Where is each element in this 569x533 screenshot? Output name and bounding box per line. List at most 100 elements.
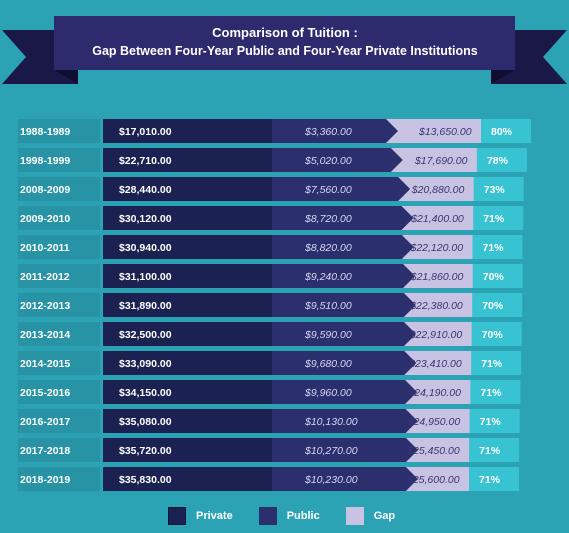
private-label: $28,440.00 [119,184,172,196]
year-label: 2018-2019 [20,474,70,486]
banner-body [54,16,515,70]
row-2016-2017: 2016-2017 71% $35,080.00 $10,130.00 $24,950.… [18,409,520,433]
row-1988-1989: 1988-1989 80% $17,010.00 $3,360.00 $13,650.0… [18,119,531,143]
row-2010-2011: 2010-2011 71% $30,940.00 $8,820.00 $22,120.0… [18,235,523,259]
public-bar [272,235,414,259]
legend-item-private: Private [168,507,233,525]
year-label: 2009-2010 [20,213,70,225]
chart-rows: 1988-1989 80% $17,010.00 $3,360.00 $13,650.0… [18,119,531,491]
gap-bar [392,351,472,375]
legend-label-private: Private [196,510,233,522]
row-2015-2016: 2015-2016 71% $34,150.00 $9,960.00 $24,190.0… [18,380,521,404]
public-bar [272,467,418,491]
gap-bar [391,293,473,317]
legend-label-gap: Gap [373,510,396,522]
public-bar [272,380,418,404]
percent-bar [481,119,531,143]
gap-label: $24,190.00 [407,387,461,399]
legend-item-public: Public [258,507,320,525]
chart-title: Comparison of Tuition : [212,25,358,40]
gap-label: $24,950.00 [407,416,461,428]
private-bar [103,264,272,288]
legend-label-public: Public [286,510,320,522]
gap-label: $25,450.00 [406,445,460,457]
percent-label: 78% [487,155,509,167]
gap-bar [393,467,469,491]
public-bar [272,409,418,433]
gap-bar [393,409,470,433]
percent-bar [470,380,521,404]
chart-subtitle: Gap Between Four-Year Public and Four-Ye… [92,44,478,58]
row-2009-2010: 2009-2010 71% $30,120.00 $8,720.00 $21,400.0… [18,206,524,230]
percent-bar [472,293,523,317]
public-bar [272,177,411,201]
percent-label: 71% [482,242,504,254]
percent-bar [473,177,524,201]
year-label: 2011-2012 [20,271,70,283]
private-bar [103,467,272,491]
year-label: 2013-2014 [20,329,70,341]
private-label: $33,090.00 [119,358,172,370]
gap-label: $25,600.00 [406,474,460,486]
year-label-bg [18,148,100,172]
private-label: $22,710.00 [119,155,172,167]
private-bar [103,119,272,143]
gap-label: $22,120.00 [409,242,463,254]
private-bar [103,206,272,230]
private-label: $30,940.00 [119,242,172,254]
gap-label: $22,380.00 [409,300,463,312]
public-bar [272,264,416,288]
private-label: $35,080.00 [119,416,172,428]
public-label: $7,560.00 [304,184,352,196]
private-bar [103,322,272,346]
year-label-bg [18,351,100,375]
percent-label: 70% [482,300,504,312]
row-2011-2012: 2011-2012 70% $31,100.00 $9,240.00 $21,860.0… [18,264,523,288]
year-label-bg [18,409,100,433]
year-label: 1998-1999 [20,155,70,167]
public-label: $9,960.00 [304,387,352,399]
gap-bar [391,264,473,288]
banner-fold-left [54,70,78,84]
year-label-bg [18,264,100,288]
percent-label: 71% [481,358,503,370]
percent-label: 70% [483,271,505,283]
year-label: 1988-1989 [20,126,70,138]
year-label-bg [18,119,100,143]
year-label-bg [18,467,100,491]
percent-bar [469,467,519,491]
year-label-bg [18,235,100,259]
gap-label: $21,860.00 [410,271,464,283]
private-label: $31,100.00 [119,271,172,283]
public-label: $10,270.00 [304,445,358,457]
gap-label: $22,910.00 [409,329,463,341]
legend: Private Public Gap [168,505,421,527]
private-label: $31,890.00 [119,300,172,312]
public-label: $5,020.00 [304,155,352,167]
public-label: $8,820.00 [304,242,352,254]
private-label: $17,010.00 [119,126,172,138]
percent-bar [473,206,524,230]
public-label: $10,130.00 [304,416,358,428]
gap-label: $13,650.00 [418,126,472,138]
title-banner: Comparison of Tuition : Gap Between Four… [2,16,567,84]
percent-label: 71% [479,445,501,457]
year-label: 2008-2009 [20,184,70,196]
percent-bar [471,351,522,375]
row-2013-2014: 2013-2014 70% $32,500.00 $9,590.00 $22,910.0… [18,322,522,346]
public-bar [272,148,403,172]
row-2008-2009: 2008-2009 73% $28,440.00 $7,560.00 $20,880.0… [18,177,524,201]
private-bar [103,438,272,462]
private-bar [103,351,272,375]
banner-fold-right [491,70,515,84]
public-bar [272,119,398,143]
row-2014-2015: 2014-2015 71% $33,090.00 $9,680.00 $23,410.0… [18,351,522,375]
public-bar [272,438,418,462]
public-bar [272,351,417,375]
percent-bar [472,235,523,259]
gap-bar [374,119,481,143]
year-label: 2010-2011 [20,242,70,254]
public-bar [272,293,416,317]
public-label: $9,680.00 [304,358,352,370]
